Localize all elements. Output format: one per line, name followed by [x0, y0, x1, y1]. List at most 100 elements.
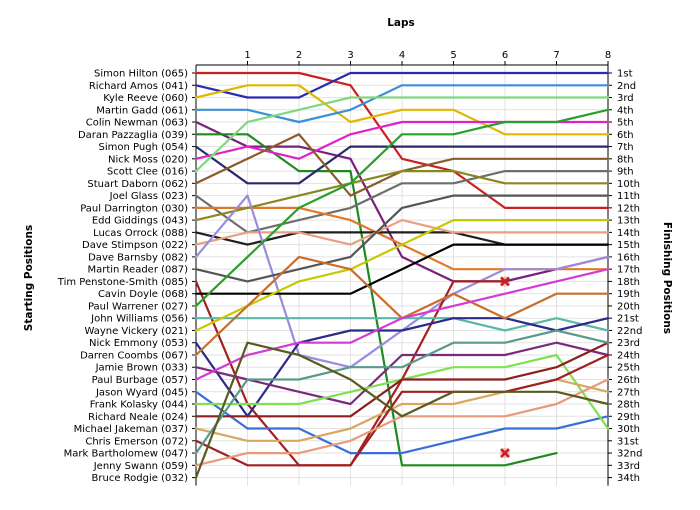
- starting-position-label: Jason Wyard (045): [95, 387, 188, 398]
- finishing-position-label: 30th: [617, 424, 640, 435]
- x-axis-title: Laps: [387, 17, 415, 29]
- starting-position-label: Mark Bartholomew (047): [64, 449, 188, 460]
- retired-marker-stroke: [500, 448, 510, 458]
- x-tick-labels: 1 2 3 4 5 6 7 8: [244, 50, 611, 61]
- series-line-19: [194, 243, 610, 295]
- starting-position-label: Lucas Orrock (088): [93, 228, 188, 239]
- series-line-4: [194, 84, 610, 124]
- starting-position-label: Edd Giddings (043): [92, 216, 188, 227]
- finishing-position-label: 23rd: [617, 338, 640, 349]
- retired-markers: [500, 276, 510, 459]
- starting-position-label: Stuart Daborn (062): [87, 179, 188, 190]
- finishing-position-label: 17th: [617, 265, 640, 276]
- finishing-position-label: 5th: [617, 118, 634, 129]
- starting-position-label: Martin Gadd (061): [96, 105, 188, 116]
- series-line-20: [194, 108, 610, 307]
- starting-position-label: Frank Kolasky (044): [90, 400, 188, 411]
- retired-marker-stroke: [500, 276, 510, 287]
- series-line-3: [194, 84, 610, 136]
- finishing-position-label: 16th: [617, 252, 640, 263]
- starting-position-label: Paul Burbage (057): [92, 375, 188, 386]
- starting-position-label: Dave Stimpson (022): [82, 240, 188, 251]
- x-tick-label: 6: [502, 50, 508, 61]
- starting-position-label: Chris Emerson (072): [85, 436, 188, 447]
- finishing-position-label: 21st: [617, 314, 639, 325]
- starting-position-label: Martin Reader (087): [87, 265, 188, 276]
- finishing-position-label: 34th: [617, 473, 640, 484]
- starting-position-label: Wayne Vickery (021): [84, 326, 188, 337]
- finishing-position-label: 8th: [617, 154, 634, 165]
- series-line-15: [194, 219, 610, 246]
- finishing-position-label: 26th: [617, 375, 640, 386]
- finishing-position-label: 20th: [617, 301, 640, 312]
- starting-position-label: Tim Penstone-Smith (085): [57, 277, 188, 288]
- finishing-position-label: 13th: [617, 216, 640, 227]
- series-line-22: [194, 219, 610, 332]
- starting-position-label: Dave Barnsby (082): [88, 252, 188, 263]
- finishing-position-label: 28th: [617, 400, 640, 411]
- right-axis-title: Finishing Positions: [661, 222, 673, 334]
- series-line-1: [194, 71, 610, 209]
- finishing-position-label: 14th: [617, 228, 640, 239]
- starting-position-label: Richard Neale (024): [88, 412, 188, 423]
- finishing-position-label: 25th: [617, 363, 640, 374]
- finishing-position-label: 12th: [617, 203, 640, 214]
- starting-position-label: Nick Emmony (053): [89, 338, 188, 349]
- finishing-position-label: 15th: [617, 240, 640, 251]
- starting-position-label: Joel Glass (023): [109, 191, 188, 202]
- series-line-32: [194, 329, 610, 455]
- starting-position-label: Bruce Rodgie (032): [92, 473, 189, 484]
- finishing-position-label: 2nd: [617, 81, 636, 92]
- finishing-position-label: 9th: [617, 167, 634, 178]
- grid: [196, 65, 609, 486]
- series-line-34: [194, 341, 610, 479]
- starting-position-label: Michael Jakeman (037): [74, 424, 189, 435]
- x-tick-label: 3: [347, 50, 353, 61]
- series-line-7: [194, 145, 610, 185]
- series-line-11: [194, 170, 610, 234]
- starting-position-label: Richard Amos (041): [89, 81, 188, 92]
- starting-position-label: Cavin Doyle (068): [98, 289, 188, 300]
- finishing-position-label: 32nd: [617, 449, 642, 460]
- finishing-position-label: 29th: [617, 412, 640, 423]
- starting-position-label: Scott Clee (016): [107, 167, 188, 178]
- finishing-position-label: 3rd: [617, 93, 634, 104]
- series-line-26: [194, 268, 610, 381]
- finishing-position-label: 6th: [617, 130, 634, 141]
- starting-position-label: Daran Pazzaglia (039): [78, 130, 188, 141]
- series-line-25: [194, 341, 610, 406]
- series-lines: [194, 71, 610, 479]
- finishing-position-label: 19th: [617, 289, 640, 300]
- starting-position-label: Nick Moss (020): [108, 154, 188, 165]
- x-tick-label: 2: [296, 50, 302, 61]
- series-line-31: [194, 353, 610, 467]
- starting-position-label: Jenny Swann (059): [93, 461, 188, 472]
- finishing-position-label: 24th: [617, 350, 640, 361]
- starting-position-label: Paul Darrington (030): [80, 203, 188, 214]
- starting-position-label: Simon Pugh (054): [99, 142, 189, 153]
- x-tick-label: 1: [244, 50, 250, 61]
- finishing-position-label: 33rd: [617, 461, 640, 472]
- x-tick-label: 5: [450, 50, 456, 61]
- starting-position-labels: Simon Hilton (065)Richard Amos (041)Kyle…: [57, 69, 188, 485]
- finishing-position-label: 4th: [617, 105, 634, 116]
- starting-position-label: Colin Newman (063): [86, 118, 188, 129]
- x-tick-label: 8: [605, 50, 611, 61]
- starting-position-label: Darren Coombs (067): [80, 350, 188, 361]
- starting-position-label: Paul Warrener (027): [88, 301, 188, 312]
- series-line-9: [194, 96, 610, 173]
- finishing-position-label: 7th: [617, 142, 634, 153]
- finishing-position-label: 11th: [617, 191, 640, 202]
- finishing-position-label: 18th: [617, 277, 640, 288]
- series-line-2: [194, 71, 610, 99]
- starting-position-label: Jamie Brown (033): [95, 363, 188, 374]
- series-line-17: [194, 194, 610, 283]
- starting-position-label: John Williams (056): [90, 314, 188, 325]
- starting-position-label: Simon Hilton (065): [94, 69, 188, 80]
- finishing-position-label: 1st: [617, 69, 633, 80]
- series-line-23: [194, 317, 610, 418]
- series-line-13: [194, 170, 610, 222]
- starting-position-label: Kyle Reeve (060): [103, 93, 188, 104]
